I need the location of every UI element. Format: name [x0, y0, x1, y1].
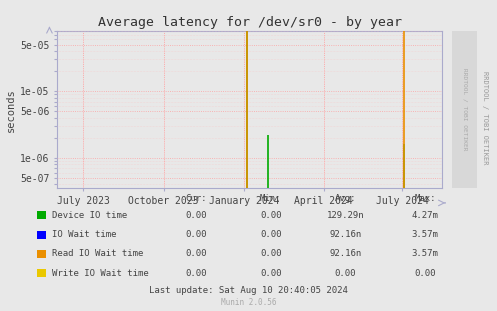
Text: 0.00: 0.00	[414, 269, 436, 278]
Text: 92.16n: 92.16n	[330, 249, 361, 258]
Text: 3.57m: 3.57m	[412, 249, 438, 258]
Text: 92.16n: 92.16n	[330, 230, 361, 239]
Text: 0.00: 0.00	[260, 230, 282, 239]
Text: 3.57m: 3.57m	[412, 230, 438, 239]
Text: 0.00: 0.00	[260, 211, 282, 220]
Text: 129.29n: 129.29n	[327, 211, 364, 220]
Title: Average latency for /dev/sr0 - by year: Average latency for /dev/sr0 - by year	[98, 16, 402, 29]
Text: Cur:: Cur:	[185, 193, 207, 202]
Text: RRDTOOL / TOBI OETIKER: RRDTOOL / TOBI OETIKER	[482, 72, 488, 165]
Text: Last update: Sat Aug 10 20:40:05 2024: Last update: Sat Aug 10 20:40:05 2024	[149, 286, 348, 295]
Text: Read IO Wait time: Read IO Wait time	[52, 249, 144, 258]
Text: IO Wait time: IO Wait time	[52, 230, 117, 239]
Text: 0.00: 0.00	[185, 211, 207, 220]
Text: Max:: Max:	[414, 193, 436, 202]
Text: 0.00: 0.00	[334, 269, 356, 278]
Text: 0.00: 0.00	[260, 249, 282, 258]
Text: Avg:: Avg:	[334, 193, 356, 202]
Text: Write IO Wait time: Write IO Wait time	[52, 269, 149, 278]
Text: 0.00: 0.00	[185, 230, 207, 239]
Text: 0.00: 0.00	[185, 249, 207, 258]
Text: Device IO time: Device IO time	[52, 211, 127, 220]
Text: 0.00: 0.00	[185, 269, 207, 278]
Text: RRDTOOL / TOBI OETIKER: RRDTOOL / TOBI OETIKER	[462, 68, 467, 151]
Text: Munin 2.0.56: Munin 2.0.56	[221, 298, 276, 307]
Y-axis label: seconds: seconds	[6, 88, 16, 132]
Text: 0.00: 0.00	[260, 269, 282, 278]
Text: 4.27m: 4.27m	[412, 211, 438, 220]
Text: Min:: Min:	[260, 193, 282, 202]
